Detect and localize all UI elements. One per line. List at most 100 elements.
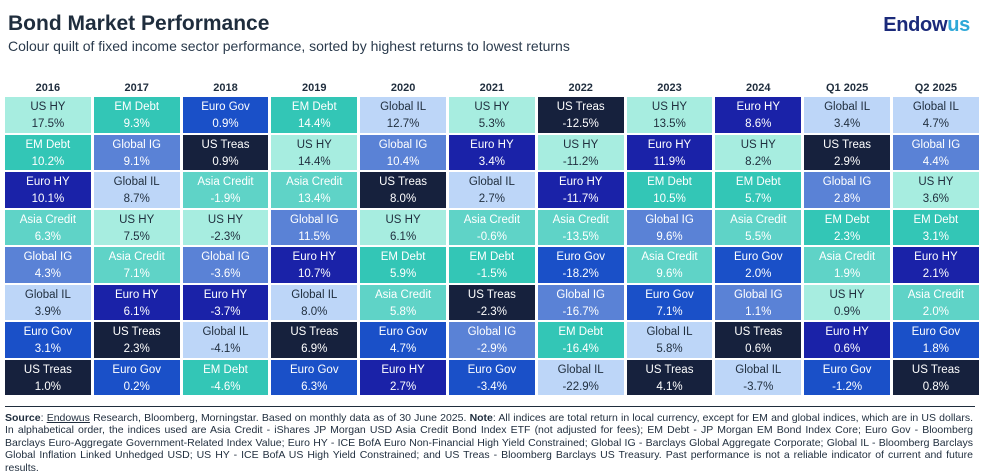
quilt-cell-2020-us-hy: US HY 6.1% [360, 209, 446, 245]
return-value: 4.4% [922, 155, 949, 168]
return-value: -18.2% [562, 268, 599, 280]
sector-name: Euro Gov [23, 326, 73, 338]
sector-name: EM Debt [824, 213, 870, 226]
source-label: Source [5, 412, 41, 424]
return-value: 2.3% [123, 343, 150, 355]
sector-name: EM Debt [558, 326, 604, 338]
return-value: -2.3% [476, 305, 507, 318]
sector-name: US Treas [201, 138, 250, 151]
sector-name: Asia Credit [641, 251, 698, 263]
column-header-q1-2025: Q1 2025 [825, 82, 869, 94]
return-value: -22.9% [562, 380, 599, 393]
page-title: Bond Market Performance [8, 12, 270, 35]
quilt-cell-2022-asia-credit: Asia Credit -13.5% [537, 209, 624, 245]
sector-name: Asia Credit [197, 176, 254, 188]
return-value: 10.1% [31, 193, 65, 205]
quilt-cell-2019-asia-credit: Asia Credit 13.4% [271, 172, 358, 208]
footer-divider [5, 406, 975, 407]
sector-name: US HY [563, 138, 599, 151]
quilt-cell-2016-asia-credit: Asia Credit 6.3% [5, 209, 91, 245]
return-value: -11.2% [562, 155, 599, 168]
sector-name: US Treas [23, 363, 72, 376]
quilt-cell-2017-asia-credit: Asia Credit 7.1% [93, 247, 180, 283]
quilt-cell-q2-2025-us-hy: US HY 3.6% [893, 172, 979, 208]
return-value: 17.5% [31, 118, 65, 130]
return-value: 13.4% [297, 193, 331, 205]
quilt-cell-2021-euro-hy: Euro HY 3.4% [449, 134, 535, 170]
return-value: -3.7% [210, 305, 241, 318]
return-value: 6.1% [389, 230, 417, 243]
return-value: 0.2% [123, 380, 150, 393]
quilt-cell-2016-us-hy: US HY 17.5% [5, 97, 91, 133]
sector-name: Global IL [735, 363, 782, 376]
quilt-cell-2024-global-il: Global IL -3.7% [715, 359, 802, 395]
quilt-cell-q1-2025-asia-credit: Asia Credit 1.9% [804, 247, 890, 283]
quilt-cell-2023-us-treas: US Treas 4.1% [626, 359, 713, 395]
sector-name: Asia Credit [286, 176, 343, 188]
return-value: 2.3% [833, 230, 861, 243]
quilt-cell-q2-2025-global-il: Global IL 4.7% [893, 97, 979, 133]
sector-name: Global IG [645, 213, 694, 226]
return-value: 3.1% [34, 343, 61, 355]
quilt-cell-2021-asia-credit: Asia Credit -0.6% [449, 209, 535, 245]
return-value: 10.4% [386, 155, 420, 168]
sector-name: Global IG [378, 138, 428, 151]
quilt-cell-q1-2025-global-il: Global IL 3.4% [804, 97, 890, 133]
sector-name: Euro Gov [734, 251, 783, 263]
return-value: -1.5% [476, 268, 507, 280]
return-value: -1.2% [832, 380, 863, 393]
quilt-cell-2024-global-ig: Global IG 1.1% [715, 284, 802, 320]
quilt-cell-2018-euro-hy: Euro HY -3.7% [182, 284, 269, 320]
return-value: 5.8% [389, 305, 417, 318]
sector-name: Asia Credit [818, 251, 876, 263]
sector-name: US HY [119, 213, 155, 226]
sector-name: Euro HY [736, 101, 781, 113]
return-value: -16.7% [562, 305, 599, 318]
quilt-cell-2024-em-debt: EM Debt 5.7% [715, 172, 802, 208]
quilt-cell-2020-euro-gov: Euro Gov 4.7% [360, 322, 446, 358]
source-link[interactable]: Endowus [46, 412, 90, 424]
return-value: 2.8% [833, 193, 861, 205]
return-value: 5.9% [389, 268, 417, 280]
column-header-2018: 2018 [213, 82, 238, 94]
quilt-cell-2016-global-il: Global IL 3.9% [5, 284, 91, 320]
return-value: 8.0% [301, 305, 328, 318]
column-header-2017: 2017 [124, 82, 149, 94]
note-text: : All indices are total return in local … [5, 412, 973, 474]
column-header-q2-2025: Q2 2025 [914, 82, 957, 94]
sector-name: Euro Gov [822, 363, 872, 376]
sector-name: Global IL [380, 101, 427, 113]
quilt-cell-2019-us-hy: US HY 14.4% [271, 134, 358, 170]
sector-name: Global IG [734, 288, 783, 301]
return-value: 9.1% [123, 155, 150, 168]
return-value: 3.4% [833, 118, 861, 130]
sector-name: Euro HY [914, 251, 958, 263]
quilt-cell-q2-2025-asia-credit: Asia Credit 2.0% [893, 284, 979, 320]
column-header-2024: 2024 [746, 82, 771, 94]
return-value: -12.5% [562, 118, 599, 130]
return-value: 8.7% [123, 193, 150, 205]
return-value: 10.7% [297, 268, 331, 280]
sector-name: US Treas [911, 363, 960, 376]
return-value: 3.6% [922, 193, 949, 205]
sector-name: EM Debt [380, 251, 426, 263]
quilt-cell-2017-euro-gov: Euro Gov 0.2% [93, 359, 180, 395]
sector-name: US Treas [112, 326, 161, 338]
quilt-cell-2017-us-hy: US HY 7.5% [93, 209, 180, 245]
return-value: 2.1% [922, 268, 949, 280]
quilt-cell-2023-global-ig: Global IG 9.6% [626, 209, 713, 245]
quilt-cell-2021-us-hy: US HY 5.3% [449, 97, 535, 133]
sector-name: Asia Credit [552, 213, 609, 226]
quilt-cell-2017-global-il: Global IL 8.7% [93, 172, 180, 208]
sector-name: Euro HY [292, 251, 337, 263]
return-value: 1.0% [34, 380, 61, 393]
sector-name: Global IL [912, 101, 959, 113]
return-value: 2.0% [922, 305, 949, 318]
return-value: 10.5% [653, 193, 686, 205]
quilt-cell-2021-global-ig: Global IG -2.9% [449, 322, 535, 358]
sector-name: EM Debt [25, 138, 71, 151]
return-value: 0.6% [745, 343, 772, 355]
sector-name: Euro HY [558, 176, 603, 188]
return-value: 11.9% [653, 155, 686, 168]
quilt-cell-2018-asia-credit: Asia Credit -1.9% [182, 172, 269, 208]
